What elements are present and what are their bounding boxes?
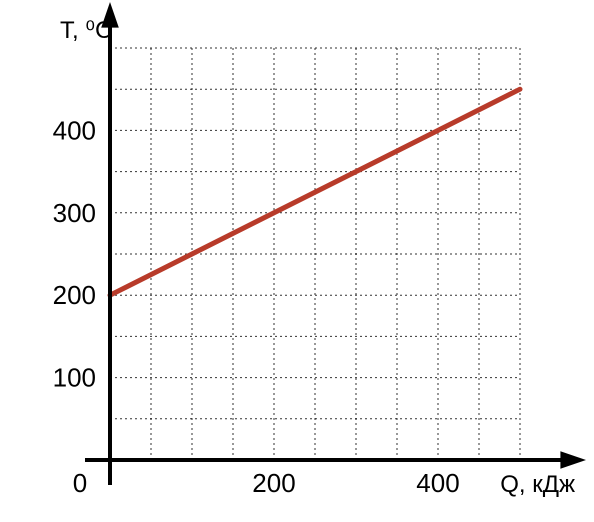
x-axis-label: Q, кДж xyxy=(500,471,575,498)
y-tick-label: 400 xyxy=(53,115,96,145)
x-tick-label: 400 xyxy=(416,468,459,498)
origin-label: 0 xyxy=(73,468,87,498)
x-tick-label: 200 xyxy=(252,468,295,498)
x-axis-arrow-icon xyxy=(560,451,586,469)
y-tick-label: 100 xyxy=(53,363,96,393)
chart-svg: 100 200 300 400 200 400 0 T, ⁰C Q, кДж xyxy=(0,0,594,522)
y-tick-label: 200 xyxy=(53,280,96,310)
y-tick-label: 300 xyxy=(53,198,96,228)
line-chart: 100 200 300 400 200 400 0 T, ⁰C Q, кДж xyxy=(0,0,594,522)
y-axis-label: T, ⁰C xyxy=(60,17,112,44)
